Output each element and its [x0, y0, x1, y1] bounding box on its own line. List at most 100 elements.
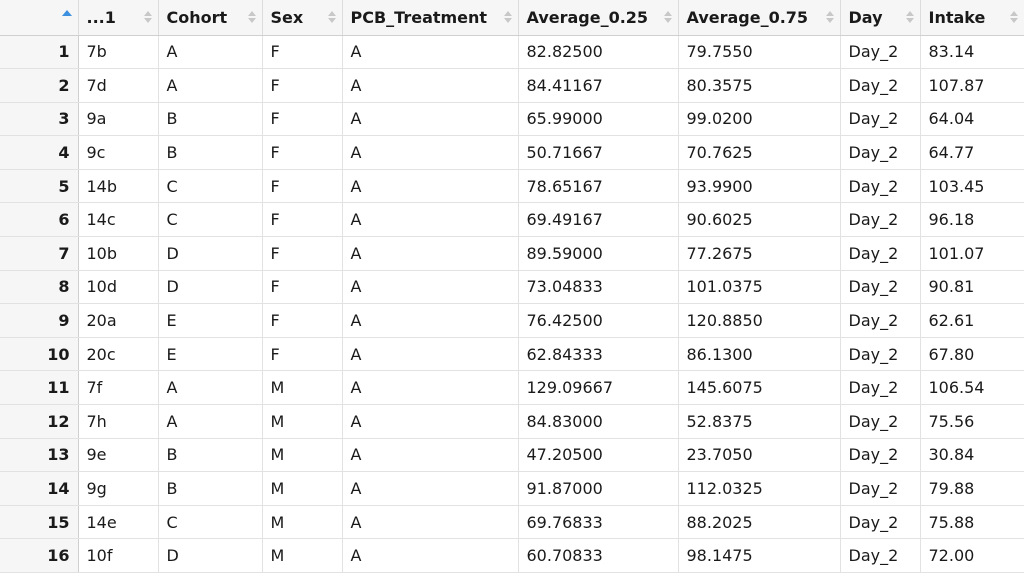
column-header-pcb-treatment[interactable]: PCB_Treatment: [342, 0, 519, 36]
cell-day: Day_2: [840, 236, 921, 271]
row-number: 3: [0, 102, 79, 137]
table-row[interactable]: 7 10b D F A 89.59000 77.2675 Day_2 101.07: [0, 236, 1024, 271]
cell-day: Day_2: [840, 202, 921, 238]
cell-intake: 75.88: [920, 505, 1024, 540]
row-number: 7: [0, 236, 79, 271]
row-number: 6: [0, 202, 79, 238]
sort-icon[interactable]: [663, 11, 672, 24]
row-number: 10: [0, 337, 79, 372]
row-number: 4: [0, 135, 79, 170]
sort-icon[interactable]: [327, 11, 336, 24]
table-row[interactable]: 15 14e C M A 69.76833 88.2025 Day_2 75.88: [0, 505, 1024, 540]
cell-average-075: 77.2675: [678, 236, 841, 271]
table-row[interactable]: 2 7d A F A 84.41167 80.3575 Day_2 107.87: [0, 68, 1024, 103]
cell-pcb-treatment: A: [342, 438, 519, 473]
table-row[interactable]: 13 9e B M A 47.20500 23.7050 Day_2 30.84: [0, 438, 1024, 473]
cell-average-025: 65.99000: [518, 102, 679, 137]
row-number: 2: [0, 68, 79, 103]
cell-average-025: 60.70833: [518, 538, 679, 573]
table-row[interactable]: 8 10d D F A 73.04833 101.0375 Day_2 90.81: [0, 270, 1024, 305]
row-number: 9: [0, 303, 79, 338]
cell-day: Day_2: [840, 438, 921, 473]
cell-pcb-treatment: A: [342, 68, 519, 103]
column-header-day[interactable]: Day: [840, 0, 921, 36]
cell-average-075: 88.2025: [678, 505, 841, 540]
cell-day: Day_2: [840, 471, 921, 506]
column-header-id[interactable]: ...1: [78, 0, 159, 36]
cell-cohort: C: [158, 169, 263, 204]
cell-average-075: 120.8850: [678, 303, 841, 338]
cell-average-025: 69.49167: [518, 202, 679, 238]
cell-id: 10d: [78, 270, 159, 305]
cell-average-025: 69.76833: [518, 505, 679, 540]
sort-icon[interactable]: [1009, 11, 1018, 24]
column-header-sex[interactable]: Sex: [262, 0, 343, 36]
cell-cohort: D: [158, 270, 263, 305]
cell-id: 10f: [78, 538, 159, 573]
table-row[interactable]: 1 7b A F A 82.82500 79.7550 Day_2 83.14: [0, 35, 1024, 70]
row-number: 15: [0, 505, 79, 540]
cell-id: 10b: [78, 236, 159, 271]
table-row[interactable]: 16 10f D M A 60.70833 98.1475 Day_2 72.00: [0, 538, 1024, 573]
column-header-average-075[interactable]: Average_0.75: [678, 0, 841, 36]
cell-average-075: 86.1300: [678, 337, 841, 372]
table-row[interactable]: 10 20c E F A 62.84333 86.1300 Day_2 67.80: [0, 337, 1024, 372]
cell-day: Day_2: [840, 169, 921, 204]
table-row[interactable]: 4 9c B F A 50.71667 70.7625 Day_2 64.77: [0, 135, 1024, 170]
cell-pcb-treatment: A: [342, 270, 519, 305]
sort-icon[interactable]: [247, 11, 256, 24]
table-row[interactable]: 12 7h A M A 84.83000 52.8375 Day_2 75.56: [0, 404, 1024, 439]
cell-pcb-treatment: A: [342, 35, 519, 70]
cell-cohort: C: [158, 202, 263, 238]
sort-icon[interactable]: [503, 11, 512, 24]
cell-id: 9e: [78, 438, 159, 473]
cell-sex: M: [262, 370, 343, 406]
cell-average-075: 93.9900: [678, 169, 841, 204]
cell-average-075: 70.7625: [678, 135, 841, 170]
sort-icon[interactable]: [143, 11, 152, 24]
cell-average-075: 52.8375: [678, 404, 841, 439]
table-row[interactable]: 3 9a B F A 65.99000 99.0200 Day_2 64.04: [0, 102, 1024, 137]
sort-ascending-icon[interactable]: [62, 10, 72, 16]
cell-cohort: A: [158, 68, 263, 103]
row-number: 1: [0, 35, 79, 70]
row-number: 11: [0, 370, 79, 406]
column-header-intake[interactable]: Intake: [920, 0, 1024, 36]
column-header-average-025[interactable]: Average_0.25: [518, 0, 679, 36]
cell-average-075: 79.7550: [678, 35, 841, 70]
row-number: 13: [0, 438, 79, 473]
cell-average-025: 76.42500: [518, 303, 679, 338]
cell-cohort: B: [158, 135, 263, 170]
column-header-label: PCB_Treatment: [350, 7, 488, 27]
row-index-header[interactable]: [0, 0, 79, 36]
cell-id: 7b: [78, 35, 159, 70]
cell-intake: 75.56: [920, 404, 1024, 439]
sort-icon[interactable]: [825, 11, 834, 24]
table-row[interactable]: 5 14b C F A 78.65167 93.9900 Day_2 103.45: [0, 169, 1024, 204]
cell-day: Day_2: [840, 303, 921, 338]
cell-pcb-treatment: A: [342, 303, 519, 338]
cell-cohort: A: [158, 370, 263, 406]
cell-id: 7d: [78, 68, 159, 103]
cell-average-025: 50.71667: [518, 135, 679, 170]
cell-id: 14b: [78, 169, 159, 204]
sort-icon[interactable]: [905, 11, 914, 24]
cell-average-075: 145.6075: [678, 370, 841, 406]
cell-pcb-treatment: A: [342, 471, 519, 506]
cell-pcb-treatment: A: [342, 538, 519, 573]
cell-average-075: 101.0375: [678, 270, 841, 305]
row-number: 12: [0, 404, 79, 439]
table-row[interactable]: 14 9g B M A 91.87000 112.0325 Day_2 79.88: [0, 471, 1024, 506]
cell-intake: 107.87: [920, 68, 1024, 103]
cell-pcb-treatment: A: [342, 337, 519, 372]
table-row[interactable]: 11 7f A M A 129.09667 145.6075 Day_2 106.54: [0, 370, 1024, 406]
table-row[interactable]: 9 20a E F A 76.42500 120.8850 Day_2 62.61: [0, 303, 1024, 338]
cell-day: Day_2: [840, 35, 921, 70]
column-header-label: ...1: [86, 7, 116, 27]
table-row[interactable]: 6 14c C F A 69.49167 90.6025 Day_2 96.18: [0, 202, 1024, 238]
column-header-cohort[interactable]: Cohort: [158, 0, 263, 36]
cell-id: 9a: [78, 102, 159, 137]
cell-average-075: 90.6025: [678, 202, 841, 238]
cell-intake: 67.80: [920, 337, 1024, 372]
